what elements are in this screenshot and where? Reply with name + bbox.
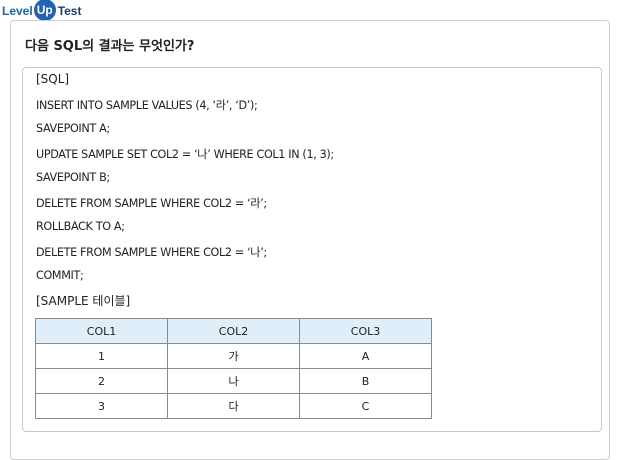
table-row: 3 다 C [35, 393, 432, 419]
sql-line: SAVEPOINT B; [36, 170, 110, 184]
table-cell: A [299, 343, 432, 369]
table-cell: B [299, 368, 432, 394]
sample-table-heading: [SAMPLE 테이블] [36, 294, 131, 308]
sql-line: ROLLBACK TO A; [36, 219, 125, 233]
sql-code-block: INSERT INTO SAMPLE VALUES (4, ‘라’, ‘D’);… [36, 97, 334, 293]
sql-line: INSERT INTO SAMPLE VALUES (4, ‘라’, ‘D’); [36, 99, 258, 112]
table-cell: 가 [167, 343, 300, 369]
table-row: 1 가 A [35, 343, 432, 369]
table-cell: 2 [35, 368, 168, 394]
sql-line: COMMIT; [36, 268, 84, 282]
logo-test-text: Test [57, 4, 82, 18]
sql-line: SAVEPOINT A; [36, 121, 110, 135]
level-up-test-logo: Level Up Test [2, 0, 81, 22]
table-row: 2 나 B [35, 368, 432, 394]
table-cell: 3 [35, 393, 168, 419]
logo-up-badge: Up [33, 0, 56, 21]
sql-line: DELETE FROM SAMPLE WHERE COL2 = ‘라’; [36, 197, 267, 210]
table-header-row: COL1 COL2 COL3 [35, 318, 432, 344]
problem-box [22, 67, 602, 432]
question-text: 다음 SQL의 결과는 무엇인가? [25, 39, 195, 54]
logo-level-text: Level [2, 4, 33, 18]
sample-table: COL1 COL2 COL3 1 가 A 2 나 B 3 다 C [35, 318, 432, 419]
sql-line: DELETE FROM SAMPLE WHERE COL2 = ‘나’; [36, 246, 267, 259]
table-cell: 나 [167, 368, 300, 394]
table-cell: 다 [167, 393, 300, 419]
column-header: COL2 [167, 318, 300, 344]
table-cell: 1 [35, 343, 168, 369]
sql-line: UPDATE SAMPLE SET COL2 = ‘나’ WHERE COL1 … [36, 148, 334, 161]
sql-heading: [SQL] [36, 72, 70, 86]
table-cell: C [299, 393, 432, 419]
column-header: COL1 [35, 318, 168, 344]
column-header: COL3 [299, 318, 432, 344]
